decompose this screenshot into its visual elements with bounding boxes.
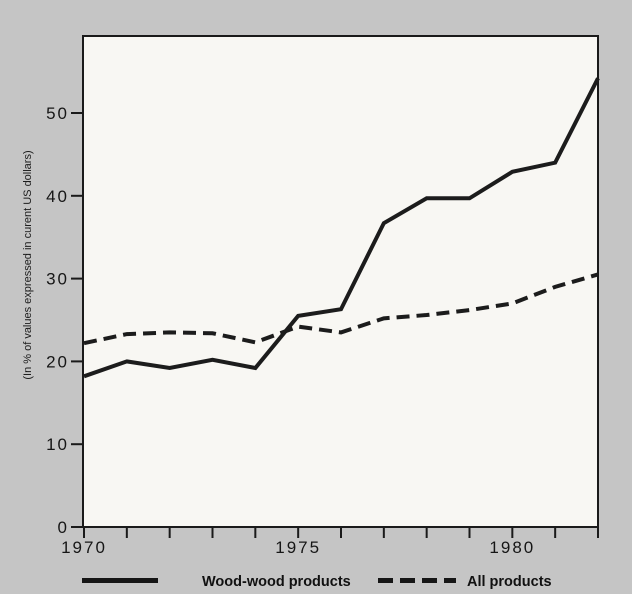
x-tick-label: 1970 <box>61 538 107 557</box>
y-tick-label: 50 <box>46 104 69 123</box>
y-tick-label: 10 <box>46 435 69 454</box>
series-lines <box>83 77 600 379</box>
y-tick-label: 0 <box>58 518 69 537</box>
series-line-all-products <box>83 272 599 346</box>
y-tick-label: 40 <box>46 187 69 206</box>
legend-label-wood-wood-products: Wood-wood products <box>202 574 351 590</box>
legend-label-all-products: All products <box>467 574 552 590</box>
plot-area <box>82 35 599 528</box>
y-axis: 0 10 20 30 40 50 <box>46 104 83 537</box>
y-tick-label: 20 <box>46 352 69 371</box>
series-line-wood-wood-products <box>83 77 600 379</box>
legend: Wood-wood products All products <box>82 574 552 590</box>
x-tick-label: 1975 <box>275 538 321 557</box>
x-tick-label: 1980 <box>489 538 535 557</box>
x-axis: 1970 1975 1980 <box>61 527 599 557</box>
y-tick-label: 30 <box>46 270 69 289</box>
y-axis-title: (In % of values expressed in curent US d… <box>22 150 34 379</box>
